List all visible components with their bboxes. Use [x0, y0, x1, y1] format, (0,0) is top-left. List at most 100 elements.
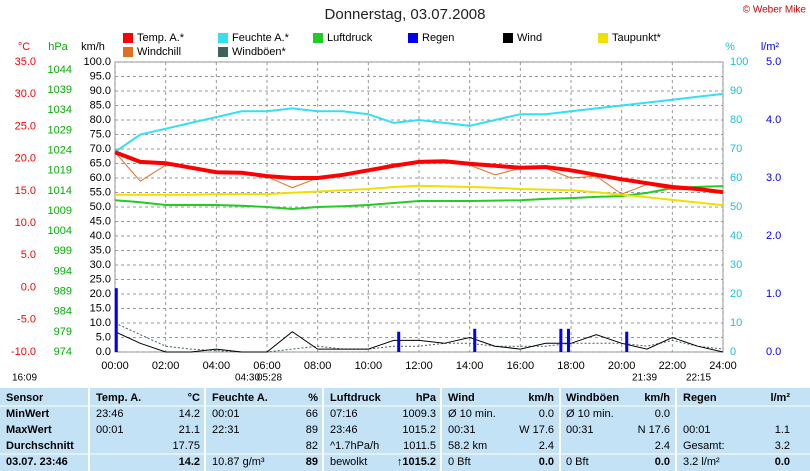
y-tick-label: 95.0	[90, 70, 111, 82]
table-cell: 89	[306, 424, 318, 436]
y-tick-label: 3.0	[766, 172, 781, 184]
legend-swatch	[123, 47, 133, 57]
series-line	[114, 185, 724, 211]
table-cell: 58.2 km	[448, 440, 487, 452]
y-tick-label: 0.0	[21, 281, 36, 293]
table-cell: 3.2 l/m²	[683, 456, 720, 468]
legend-swatch	[123, 33, 133, 43]
y-tick-label: 40	[730, 230, 742, 242]
y-tick-label: 10	[730, 317, 742, 329]
y-tick-label: 50.0	[90, 201, 111, 213]
y-tick-label: 80.0	[90, 114, 111, 126]
y-tick-label: 60.0	[90, 172, 111, 184]
y-tick-label: 999	[54, 245, 72, 257]
y-tick-label: 1024	[48, 145, 72, 157]
table-cell: 10.87 g/m³	[212, 456, 265, 468]
y-tick-label: 989	[54, 285, 72, 297]
table-cell: 17.75	[172, 440, 200, 452]
y-tick-label: 70	[730, 143, 742, 155]
legend-label: Regen	[422, 32, 454, 44]
legend-swatch	[218, 47, 228, 57]
series-line	[114, 331, 724, 353]
credit: © Weber Mike	[743, 5, 807, 16]
rain-bar	[625, 331, 629, 352]
table-cell: 1015.2	[402, 424, 436, 436]
y-tick-label: 15.0	[90, 302, 111, 314]
table-cell: 00:01	[212, 408, 240, 420]
table-cell: 21.1	[179, 424, 200, 436]
y-tick-label: 0.0	[96, 346, 111, 358]
x-tick-label: 16:00	[507, 360, 535, 372]
table-cell: W 17.6	[519, 424, 554, 436]
y-tick-label: 1014	[48, 185, 72, 197]
x-tick-label: 08:00	[304, 360, 332, 372]
table-cell: 0.0	[655, 408, 670, 420]
y-tick-label: 984	[54, 306, 72, 318]
table-cell: 1.1	[775, 424, 790, 436]
axis-title: km/h	[81, 41, 105, 53]
x-tick-label: 02:00	[152, 360, 180, 372]
axis-title: %	[725, 41, 735, 53]
y-tick-label: 0	[730, 346, 736, 358]
y-tick-label: 0.0	[766, 346, 781, 358]
table-cell: bewolkt	[330, 456, 367, 468]
table-cell: 1009.3	[402, 408, 436, 420]
y-tick-label: 100	[730, 56, 748, 68]
table-cell: Luftdruck	[330, 392, 382, 404]
y-tick-label: 1004	[48, 225, 72, 237]
chart-title: Donnerstag, 03.07.2008	[325, 6, 486, 23]
x-tick-label: 24:00	[709, 360, 737, 372]
table-cell: %	[308, 392, 318, 404]
y-tick-label: 30	[730, 259, 742, 271]
table-cell: 23:46	[330, 424, 358, 436]
rain-bar	[566, 328, 570, 352]
table-cell: 00:31	[566, 424, 594, 436]
table-cell: N 17.6	[638, 424, 670, 436]
table-cell: 0.0	[655, 456, 670, 468]
y-tick-label: -10.0	[11, 346, 36, 358]
table-cell: Windböen	[566, 392, 619, 404]
y-tick-label: -5.0	[17, 314, 36, 326]
table-cell: 00:01	[683, 424, 711, 436]
table-cell: km/h	[528, 392, 554, 404]
table-cell: °C	[188, 392, 200, 404]
y-tick-label: 30.0	[90, 259, 111, 271]
y-tick-label: 1039	[48, 84, 72, 96]
table-cell: ^1.7hPa/h	[330, 440, 379, 452]
y-tick-label: 20.0	[15, 153, 36, 165]
table-cell: Gesamt:	[683, 440, 725, 452]
y-tick-label: 75.0	[90, 128, 111, 140]
table-cell: 2.4	[539, 440, 554, 452]
y-tick-label: 979	[54, 326, 72, 338]
y-tick-label: 1019	[48, 165, 72, 177]
sun-time: 04:30	[235, 373, 260, 384]
y-tick-label: 85.0	[90, 99, 111, 111]
legend-label: Wind	[517, 32, 542, 44]
table-cell: 82	[306, 440, 318, 452]
y-tick-label: 1029	[48, 124, 72, 136]
table-cell: 0 Bft	[566, 456, 589, 468]
table-cell: hPa	[416, 392, 437, 404]
sun-time: 21:39	[632, 373, 657, 384]
table-cell: ↑1015.2	[397, 456, 436, 468]
y-tick-label: 25.0	[15, 120, 36, 132]
x-tick-label: 06:00	[253, 360, 281, 372]
y-tick-label: 20.0	[90, 288, 111, 300]
table-cell: Feuchte A.	[212, 392, 268, 404]
table-cell: MaxWert	[6, 424, 52, 436]
rain-bar	[473, 328, 477, 352]
table-cell: 3.2	[775, 440, 790, 452]
axis-title: °C	[18, 41, 30, 53]
table-cell: Durchschnitt	[6, 440, 74, 452]
y-tick-label: 80	[730, 114, 742, 126]
y-tick-label: 100.0	[83, 56, 111, 68]
y-tick-label: 55.0	[90, 186, 111, 198]
table-cell: Sensor	[6, 392, 44, 404]
table-cell: Ø 10 min.	[566, 408, 614, 420]
table-cell: Temp. A.	[96, 392, 141, 404]
y-tick-label: 90	[730, 85, 742, 97]
y-tick-label: 15.0	[15, 185, 36, 197]
table-cell: 14.2	[179, 456, 200, 468]
